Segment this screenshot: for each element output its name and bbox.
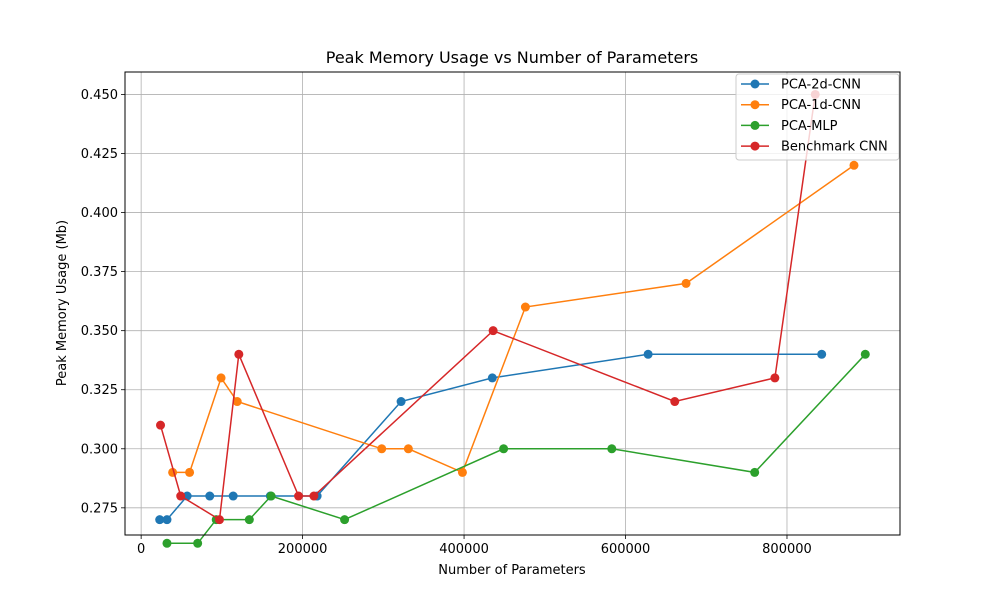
data-point-pca-mlp <box>607 444 617 454</box>
y-axis-ticks: 0.275 0.300 0.325 0.350 0.375 0.400 0.425 0.450 <box>81 88 125 516</box>
data-point-pca-1d-cnn <box>232 397 242 407</box>
data-point-pca-2d-cnn <box>155 515 165 525</box>
legend-item-pca-1d-cnn: PCA-1d-CNN <box>741 98 861 113</box>
data-point-pca-2d-cnn <box>205 491 215 501</box>
x-axis-title: Number of Parameters <box>438 563 586 578</box>
legend-box <box>735 73 900 161</box>
data-point-pca-1d-cnn <box>403 444 413 454</box>
data-point-pca-1d-cnn <box>216 373 226 383</box>
legend-item-pca-2d-cnn: PCA-2d-CNN <box>741 78 861 93</box>
data-point-pca-mlp <box>162 538 172 548</box>
y-tick-label: 0.350 <box>81 324 118 339</box>
x-tick-label: 400000 <box>439 542 489 557</box>
y-tick-label: 0.375 <box>81 265 118 280</box>
x-tick-label: 0 <box>137 542 145 557</box>
legend-item-pca-mlp: PCA-MLP <box>741 119 838 134</box>
y-tick-label: 0.400 <box>81 206 118 221</box>
data-point-pca-1d-cnn <box>377 444 387 454</box>
data-point-pca-2d-cnn <box>396 397 406 407</box>
data-point-benchmark-cnn <box>234 349 244 359</box>
x-tick-label: 800000 <box>762 542 812 557</box>
legend-label: PCA-2d-CNN <box>781 78 861 93</box>
plot-area-frame <box>124 71 901 536</box>
legend: PCA-2d-CNN PCA-1d-CNN PCA-MLP Benchmark CNN <box>735 73 900 161</box>
series-layer <box>155 89 870 548</box>
legend-label: PCA-1d-CNN <box>781 98 861 113</box>
y-tick-label: 0.425 <box>81 147 118 162</box>
data-point-pca-mlp <box>244 515 254 525</box>
data-point-pca-2d-cnn <box>817 349 827 359</box>
data-point-benchmark-cnn <box>770 373 780 383</box>
data-point-benchmark-cnn <box>670 397 680 407</box>
legend-label: Benchmark CNN <box>781 140 888 155</box>
legend-marker <box>750 79 760 89</box>
data-point-benchmark-cnn <box>214 515 224 525</box>
series-line-pca-1d-cnn <box>172 164 855 474</box>
data-point-pca-1d-cnn <box>849 160 859 170</box>
data-point-pca-mlp <box>499 444 509 454</box>
y-tick-label: 0.300 <box>81 442 118 457</box>
data-point-pca-2d-cnn <box>162 515 172 525</box>
x-axis-ticks: 0 200000 400000 600000 800000 <box>137 535 812 557</box>
x-tick-label: 600000 <box>601 542 651 557</box>
legend-marker <box>750 120 760 130</box>
data-point-benchmark-cnn <box>294 491 304 501</box>
data-point-pca-mlp <box>750 467 760 477</box>
data-point-pca-mlp <box>193 538 203 548</box>
data-point-pca-mlp <box>266 491 276 501</box>
data-point-benchmark-cnn <box>309 491 319 501</box>
data-point-pca-2d-cnn <box>228 491 238 501</box>
data-point-pca-1d-cnn <box>520 302 530 312</box>
y-tick-label: 0.275 <box>81 501 118 516</box>
data-point-pca-2d-cnn <box>487 373 497 383</box>
y-tick-label: 0.450 <box>81 88 118 103</box>
chart-title: Peak Memory Usage vs Number of Parameter… <box>326 48 699 67</box>
data-point-benchmark-cnn <box>156 420 166 430</box>
data-point-pca-mlp <box>340 515 350 525</box>
data-point-benchmark-cnn <box>488 326 498 336</box>
y-axis-title: Peak Memory Usage (Mb) <box>55 220 70 386</box>
data-point-benchmark-cnn <box>176 491 186 501</box>
x-tick-label: 200000 <box>278 542 328 557</box>
data-point-pca-1d-cnn <box>457 467 467 477</box>
data-point-pca-2d-cnn <box>643 349 653 359</box>
series-line-pca-mlp <box>167 353 866 545</box>
data-point-pca-mlp <box>860 349 870 359</box>
series-line-benchmark-cnn <box>159 94 816 521</box>
data-point-pca-1d-cnn <box>185 467 195 477</box>
y-tick-label: 0.325 <box>81 383 118 398</box>
legend-label: PCA-MLP <box>781 119 838 134</box>
legend-item-benchmark-cnn: Benchmark CNN <box>741 140 888 155</box>
legend-marker <box>750 100 760 110</box>
data-point-pca-1d-cnn <box>681 278 691 288</box>
legend-marker <box>750 141 760 151</box>
series-pca-mlp <box>162 349 870 548</box>
